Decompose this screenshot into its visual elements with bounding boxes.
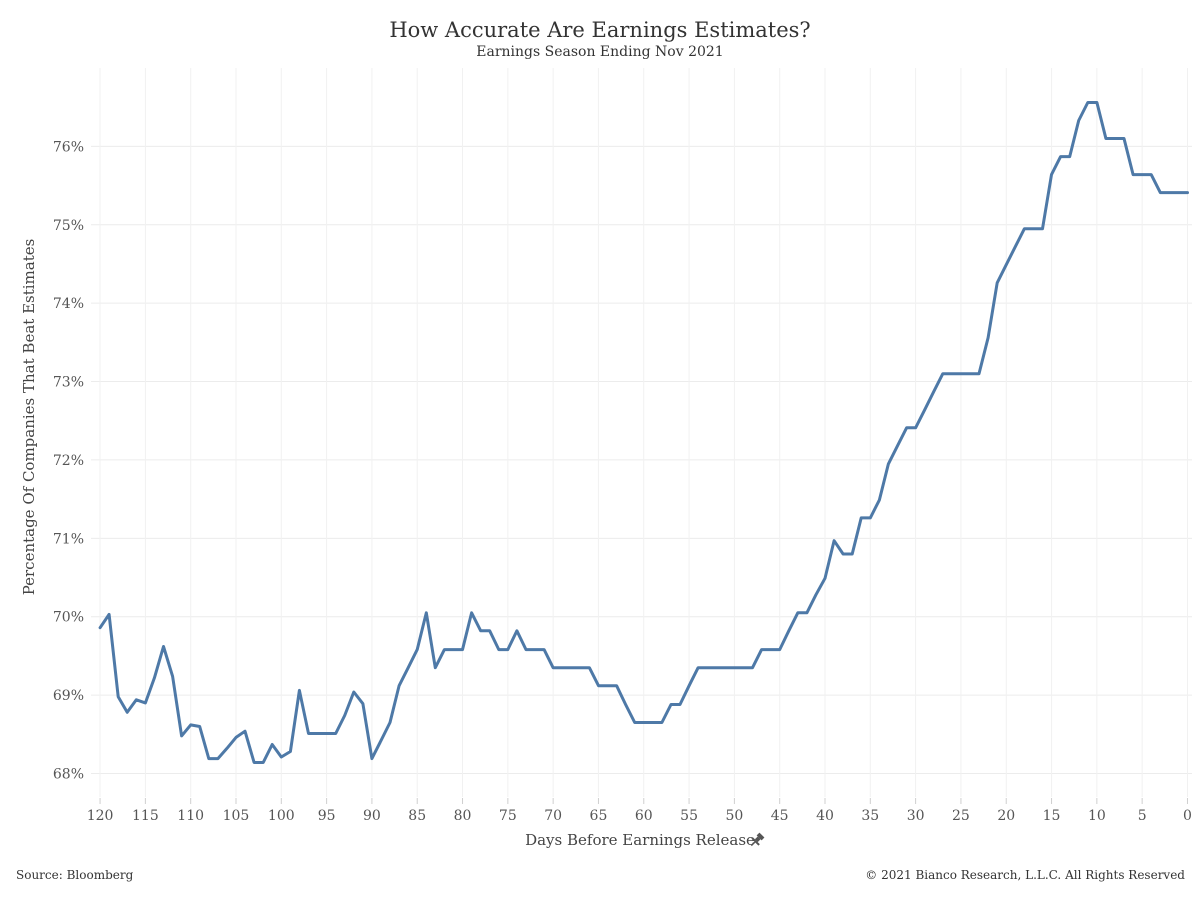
y-tick-labels: 68% 69% 70% 71% 72% 73% 74% 75% 76% (53, 139, 84, 782)
y-tick-label: 72% (53, 453, 84, 469)
x-tick-label: 110 (177, 808, 204, 824)
x-tick-label: 5 (1138, 808, 1147, 824)
y-gridlines (91, 145, 1192, 774)
x-tick-label: 75 (499, 808, 517, 824)
x-tick-label: 85 (408, 808, 426, 824)
x-tick-label: 115 (132, 808, 159, 824)
x-tick-label: 35 (861, 808, 879, 824)
x-gridlines (99, 68, 1188, 797)
series-line (98, 101, 1189, 764)
y-axis-title: Percentage Of Companies That Beat Estima… (20, 239, 38, 596)
y-tick-label: 73% (53, 375, 84, 391)
x-tick-label: 95 (318, 808, 336, 824)
x-tick-labels: 120 115 110 105 100 95 90 85 80 75 70 65 60 55 50 45 40 3… (87, 808, 1192, 824)
y-tick-label: 74% (53, 296, 84, 312)
x-tick-label: 15 (1043, 808, 1061, 824)
x-tick-label: 120 (87, 808, 114, 824)
x-tick-label: 100 (268, 808, 295, 824)
y-tick-label: 75% (53, 218, 84, 234)
x-tick-label: 105 (223, 808, 250, 824)
x-tick-label: 60 (635, 808, 653, 824)
x-tick-marks (99, 798, 1188, 804)
y-tick-label: 68% (53, 766, 84, 782)
x-tick-label: 70 (544, 808, 562, 824)
x-axis-title: Days Before Earnings Release (525, 831, 755, 849)
x-tick-label: 50 (725, 808, 743, 824)
y-tick-label: 71% (53, 531, 84, 547)
x-tick-label: 55 (680, 808, 698, 824)
x-axis-title-group: Days Before Earnings Release (525, 831, 765, 849)
x-tick-label: 30 (907, 808, 925, 824)
x-tick-label: 20 (997, 808, 1015, 824)
x-tick-label: 25 (952, 808, 970, 824)
chart-subtitle: Earnings Season Ending Nov 2021 (476, 44, 724, 60)
y-tick-label: 76% (53, 139, 84, 155)
x-tick-label: 10 (1088, 808, 1106, 824)
x-tick-label: 80 (454, 808, 472, 824)
x-tick-label: 65 (590, 808, 608, 824)
x-tick-label: 90 (363, 808, 381, 824)
y-tick-label: 70% (53, 610, 84, 626)
copyright-note: © 2021 Bianco Research, L.L.C. All Right… (865, 868, 1185, 882)
x-tick-label: 45 (771, 808, 789, 824)
source-note: Source: Bloomberg (16, 868, 134, 882)
x-tick-label: 40 (816, 808, 834, 824)
y-tick-label: 69% (53, 688, 84, 704)
chart-title: How Accurate Are Earnings Estimates? (389, 18, 811, 42)
x-tick-label: 0 (1183, 808, 1192, 824)
